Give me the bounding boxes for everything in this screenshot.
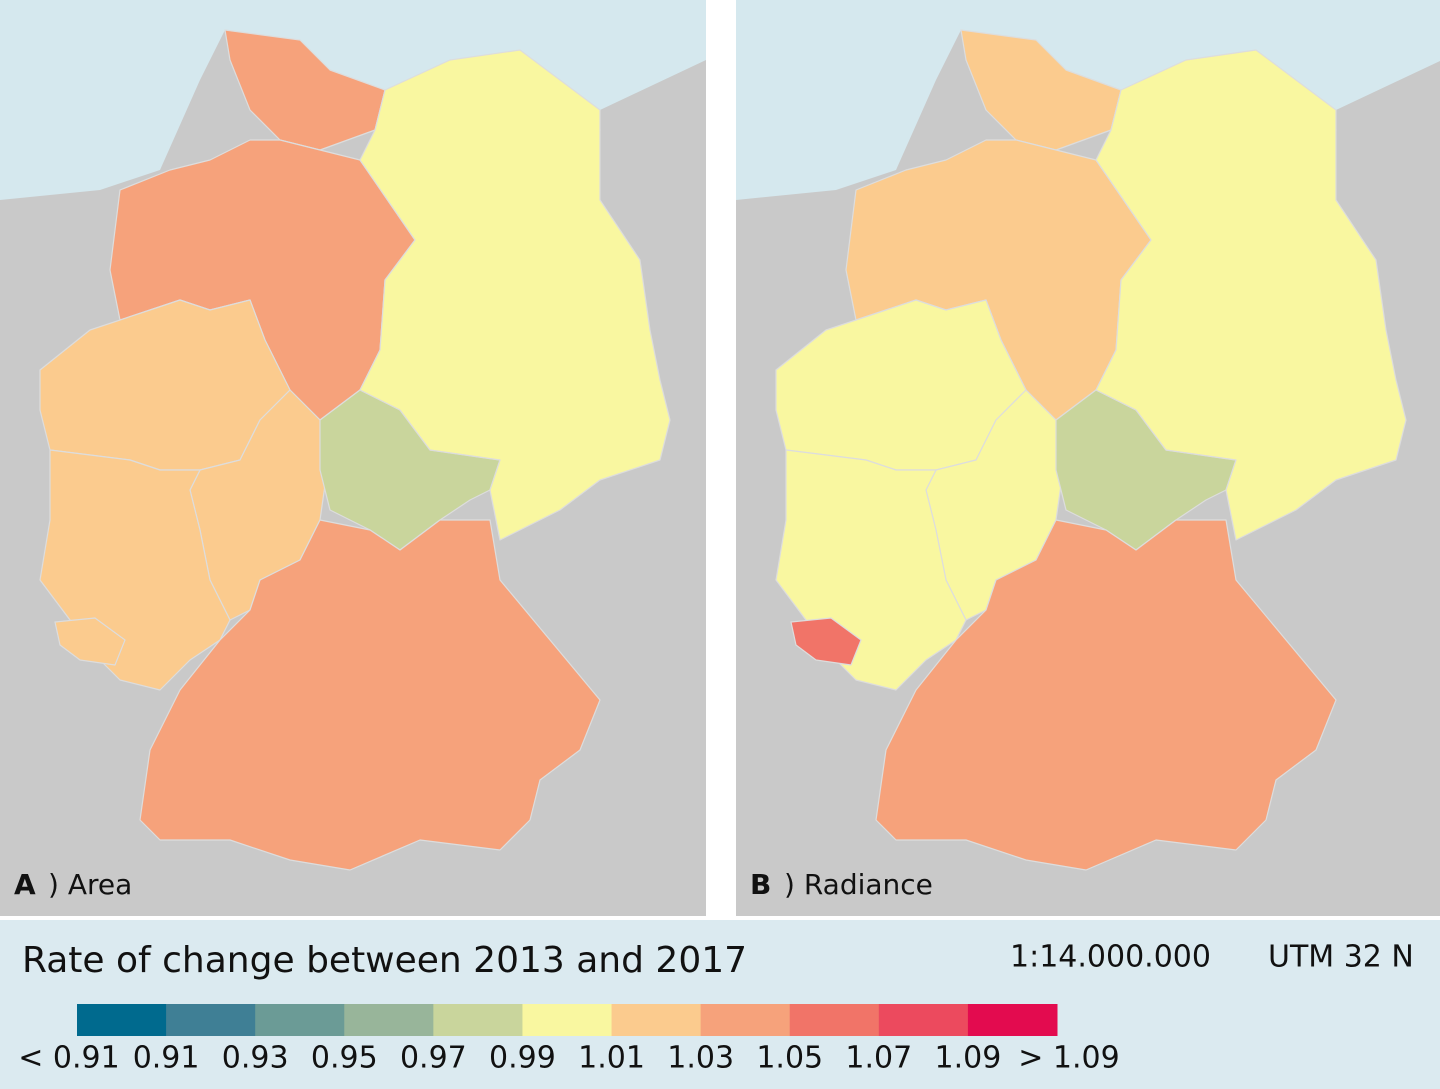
state-sl (790, 617, 862, 666)
legend-label: 1.05 (756, 1041, 823, 1076)
panel-label: ) Area (48, 868, 132, 901)
legend-swatch (166, 1004, 256, 1036)
panel-letter: B (750, 868, 771, 901)
legend-label: 1.01 (578, 1041, 645, 1076)
state-south (139, 519, 601, 871)
legend-label: 1.03 (667, 1041, 734, 1076)
legend-label: 1.07 (845, 1041, 912, 1076)
legend-swatch (878, 1004, 969, 1036)
legend-label: > 1.09 (1018, 1041, 1119, 1076)
legend-label: 0.95 (311, 1041, 378, 1076)
state-sh (960, 29, 1122, 151)
map-panel: B ) Radiance (736, 0, 1440, 916)
legend-swatch (522, 1004, 613, 1036)
sea (0, 0, 706, 200)
legend-swatch (255, 1004, 345, 1036)
state-sh (224, 29, 386, 151)
state-east (1095, 49, 1407, 541)
legend-swatch (433, 1004, 523, 1036)
legend-label: 0.93 (222, 1041, 289, 1076)
legend-swatch (967, 1004, 1058, 1036)
legend-swatch (789, 1004, 880, 1036)
legend-label: 0.99 (489, 1041, 556, 1076)
legend-swatch (611, 1004, 702, 1036)
legend-swatch (344, 1004, 434, 1036)
projection: UTM 32 N (1268, 940, 1414, 975)
map-scale: 1:14.000.000 (1010, 940, 1211, 975)
state-east (359, 49, 671, 541)
legend-label: 0.97 (400, 1041, 467, 1076)
legend-label: 1.09 (935, 1041, 1002, 1076)
panel-label: ) Radiance (784, 868, 933, 901)
state-sl (54, 617, 126, 666)
legend-swatch (77, 1004, 167, 1036)
sea (736, 0, 1440, 200)
legend-swatch (700, 1004, 791, 1036)
legend-title: Rate of change between 2013 and 2017 (22, 940, 747, 981)
state-south (875, 519, 1337, 871)
panel-letter: A (14, 868, 36, 901)
legend-label: < 0.91 (18, 1041, 119, 1076)
legend-label: 0.91 (133, 1041, 200, 1076)
map-panel: A ) Area (0, 0, 706, 916)
